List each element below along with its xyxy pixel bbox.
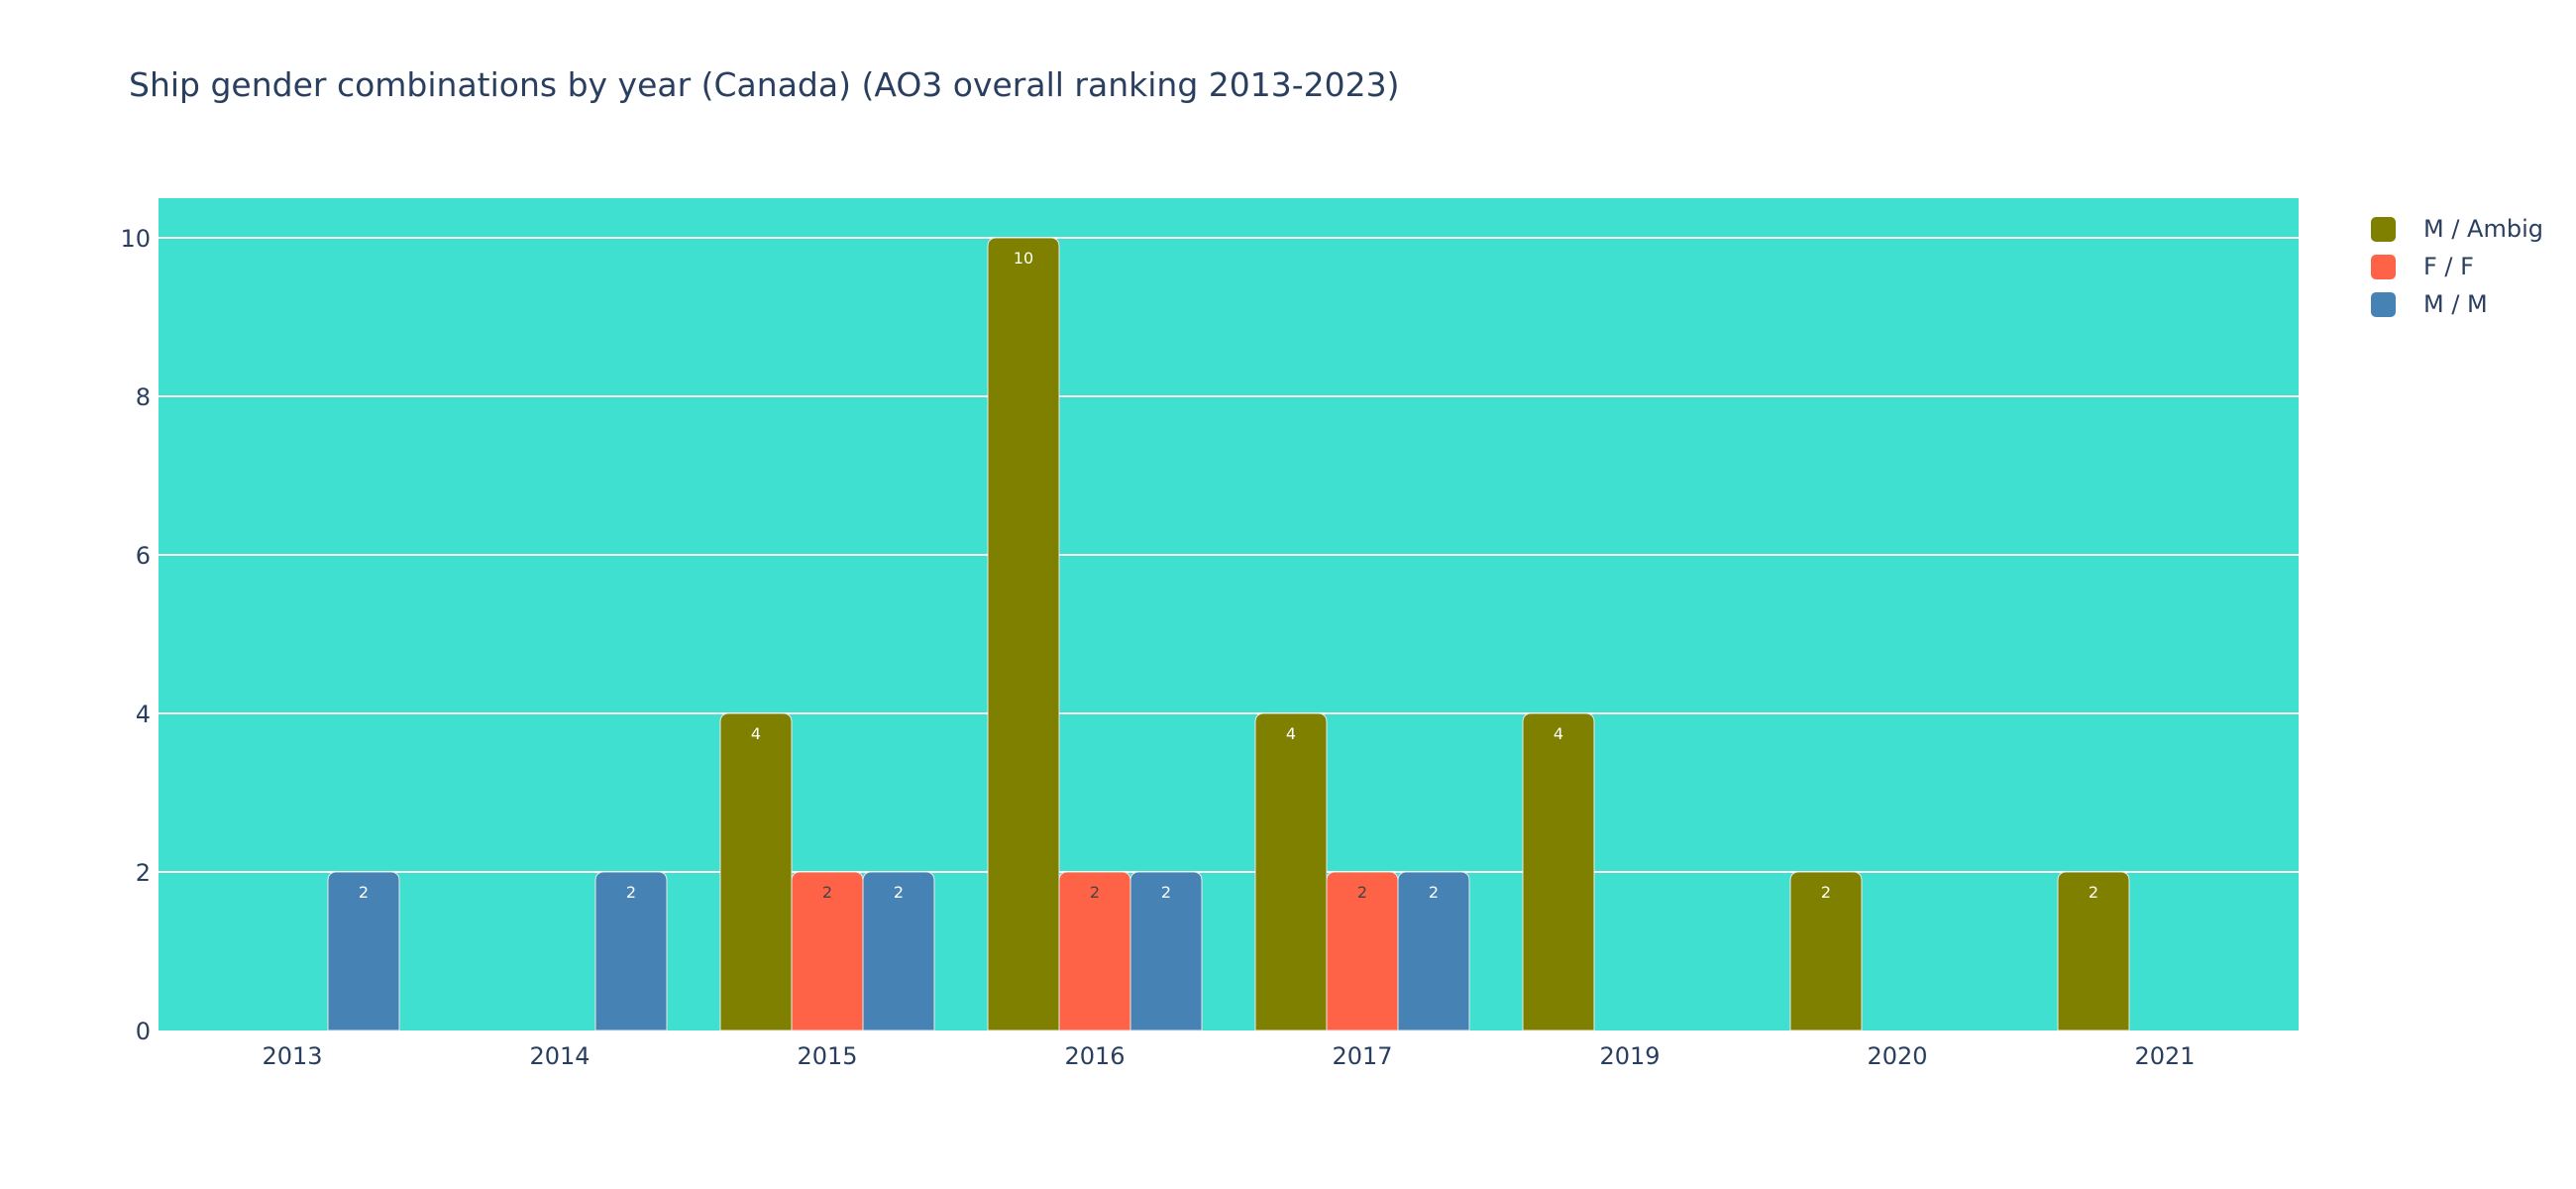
bar-m-ambig-2019[interactable] [1522, 712, 1595, 1031]
bar-value-label: 4 [751, 724, 761, 743]
bar-value-label: 2 [1821, 883, 1831, 902]
gridlines [159, 237, 2299, 873]
bar-value-label: 10 [1014, 249, 1033, 268]
x-tick-label: 2016 [1064, 1042, 1125, 1070]
y-tick-label: 0 [136, 1018, 151, 1045]
plot-background [159, 198, 2299, 1030]
bar-m-ambig-2016[interactable] [987, 237, 1060, 1031]
x-tick-label: 2020 [1867, 1042, 1927, 1070]
bar-value-label: 4 [1554, 724, 1563, 743]
bar-m-m-2015[interactable] [862, 871, 935, 1031]
x-tick-label: 2013 [262, 1042, 322, 1070]
legend-item-m-ambig[interactable]: M / Ambig [2368, 210, 2543, 248]
bar-value-label: 2 [1161, 883, 1171, 902]
bar-m-m-2013[interactable] [327, 871, 400, 1031]
y-axis-ticks: 0 2 4 6 8 10 [120, 225, 151, 1045]
legend-item-f-f[interactable]: F / F [2368, 248, 2543, 285]
x-tick-label: 2017 [1332, 1042, 1392, 1070]
y-tick-label: 6 [136, 542, 151, 570]
bar-value-label: 2 [2089, 883, 2098, 902]
y-tick-label: 4 [136, 701, 151, 728]
legend: M / Ambig F / F M / M [2368, 210, 2543, 323]
legend-item-m-m[interactable]: M / M [2368, 285, 2543, 323]
x-tick-label: 2019 [1599, 1042, 1660, 1070]
x-tick-label: 2015 [797, 1042, 857, 1070]
x-tick-label: 2021 [2134, 1042, 2195, 1070]
bar-m-m-2016[interactable] [1129, 871, 1203, 1031]
bar-value-label: 2 [1429, 883, 1439, 902]
bar-m-ambig-2017[interactable] [1254, 712, 1328, 1031]
bar-value-label: 2 [894, 883, 904, 902]
legend-swatch-m-m [2371, 291, 2396, 317]
legend-label-m-ambig: M / Ambig [2423, 215, 2543, 243]
bar-value-label: 2 [1090, 883, 1100, 902]
legend-label-f-f: F / F [2423, 253, 2474, 280]
bar-value-label: 2 [626, 883, 636, 902]
bar-value-labels: 2 2 4 2 2 10 2 2 4 2 2 4 2 2 [359, 249, 2098, 902]
bar-m-m-2017[interactable] [1397, 871, 1470, 1031]
bar-value-label: 4 [1286, 724, 1296, 743]
bar-value-label: 2 [1357, 883, 1367, 902]
y-tick-label: 10 [120, 225, 151, 253]
bar-m-ambig-2021[interactable] [2057, 871, 2130, 1031]
legend-swatch-f-f [2371, 254, 2396, 279]
y-tick-label: 2 [136, 859, 151, 887]
bars [327, 237, 2130, 1031]
x-axis-ticks: 2013 2014 2015 2016 2017 2019 2020 2021 [262, 1042, 2195, 1070]
y-tick-label: 8 [136, 383, 151, 411]
x-tick-label: 2014 [529, 1042, 590, 1070]
bar-m-m-2014[interactable] [594, 871, 668, 1031]
chart-title: Ship gender combinations by year (Canada… [129, 65, 1400, 104]
bar-m-ambig-2015[interactable] [719, 712, 793, 1031]
legend-swatch-m-ambig [2371, 216, 2396, 242]
bar-value-label: 2 [822, 883, 832, 902]
legend-label-m-m: M / M [2423, 290, 2488, 318]
bar-value-label: 2 [359, 883, 369, 902]
bar-m-ambig-2020[interactable] [1789, 871, 1863, 1031]
